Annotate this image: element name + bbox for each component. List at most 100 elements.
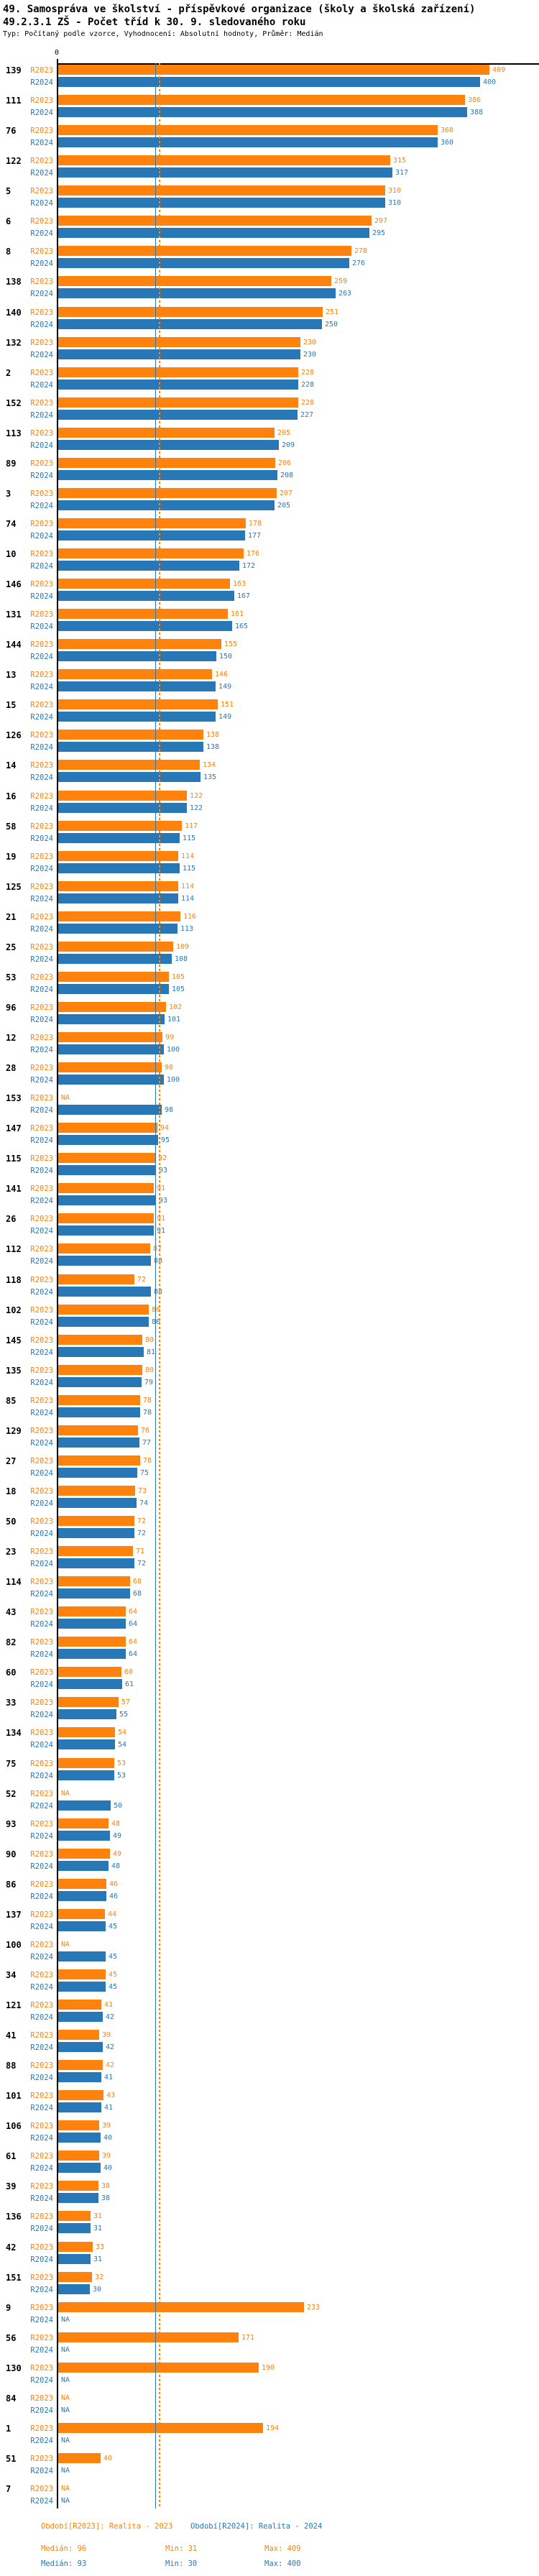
bar-value-r2024: 209 bbox=[282, 441, 295, 449]
series-label-r2023: R2023 bbox=[30, 399, 53, 408]
bar-value-r2023: 80 bbox=[145, 1336, 155, 1344]
series-label-r2024: R2024 bbox=[30, 2286, 53, 2294]
row-label: 8 bbox=[6, 247, 11, 257]
series-label-r2024: R2024 bbox=[30, 834, 53, 843]
bar-r2023 bbox=[58, 730, 203, 740]
series-label-r2023: R2023 bbox=[30, 2092, 53, 2100]
bar-value-r2023: 206 bbox=[278, 459, 292, 467]
bar-r2023 bbox=[58, 1969, 106, 1979]
series-label-r2023: R2023 bbox=[30, 1941, 53, 1949]
bar-r2023 bbox=[58, 972, 169, 982]
series-label-r2024: R2024 bbox=[30, 1197, 53, 1205]
bar-r2023 bbox=[58, 699, 218, 709]
row-label: 2 bbox=[6, 368, 11, 378]
row-label: 101 bbox=[6, 2091, 22, 2101]
bar-r2024 bbox=[58, 1377, 142, 1387]
series-label-r2024: R2024 bbox=[30, 1560, 53, 1568]
bar-value-r2024: 100 bbox=[167, 1076, 180, 1084]
bar-value-r2023: 190 bbox=[262, 2364, 275, 2372]
bar-value-r2024: 41 bbox=[104, 2104, 114, 2112]
series-label-r2024: R2024 bbox=[30, 1439, 53, 1448]
bar-value-na-r2024: NA bbox=[61, 2346, 70, 2354]
bar-r2023 bbox=[58, 1516, 134, 1526]
bar-r2024 bbox=[58, 1225, 154, 1236]
bar-r2023 bbox=[58, 639, 221, 649]
bar-value-r2024: 68 bbox=[133, 1590, 142, 1598]
series-label-r2023: R2023 bbox=[30, 973, 53, 982]
row-label: 51 bbox=[6, 2454, 17, 2464]
series-label-r2023: R2023 bbox=[30, 308, 53, 317]
series-label-r2024: R2024 bbox=[30, 1741, 53, 1749]
bar-value-r2023: 134 bbox=[203, 761, 216, 769]
bar-r2023 bbox=[58, 2363, 259, 2373]
bar-value-na-r2023: NA bbox=[61, 2394, 70, 2402]
bar-value-r2024: 400 bbox=[483, 78, 497, 86]
series-label-r2024: R2024 bbox=[30, 1318, 53, 1327]
bar-r2024 bbox=[58, 1407, 140, 1417]
series-label-r2024: R2024 bbox=[30, 1499, 53, 1508]
bar-value-r2023: 98 bbox=[165, 1064, 174, 1072]
series-label-r2023: R2023 bbox=[30, 550, 53, 558]
bar-value-r2024: 93 bbox=[159, 1197, 168, 1205]
series-label-r2024: R2024 bbox=[30, 2194, 53, 2203]
series-label-r2023: R2023 bbox=[30, 610, 53, 619]
bar-value-r2024: 295 bbox=[372, 229, 386, 237]
series-label-r2024: R2024 bbox=[30, 1076, 53, 1085]
series-label-r2024: R2024 bbox=[30, 290, 53, 298]
bar-r2024 bbox=[58, 2254, 91, 2264]
bar-value-r2023: 39 bbox=[102, 2152, 111, 2160]
series-label-r2024: R2024 bbox=[30, 351, 53, 359]
series-label-r2024: R2024 bbox=[30, 1802, 53, 1811]
bar-r2023 bbox=[58, 1849, 110, 1859]
series-label-r2024: R2024 bbox=[30, 2074, 53, 2082]
row-label: 122 bbox=[6, 156, 22, 166]
bar-r2023 bbox=[58, 2120, 99, 2130]
bar-value-r2024: 74 bbox=[139, 1499, 149, 1507]
series-label-r2024: R2024 bbox=[30, 1772, 53, 1780]
row-label: 88 bbox=[6, 2061, 17, 2071]
bar-value-r2024: 64 bbox=[129, 1620, 138, 1628]
bar-r2023 bbox=[58, 1758, 114, 1768]
bar-value-r2024: 149 bbox=[218, 713, 232, 721]
series-label-r2023: R2023 bbox=[30, 2485, 53, 2493]
row-label: 144 bbox=[6, 640, 22, 650]
row-label: 82 bbox=[6, 1637, 17, 1647]
bar-r2023 bbox=[58, 2453, 101, 2463]
bar-r2023 bbox=[58, 276, 331, 286]
bar-value-r2024: 88 bbox=[154, 1257, 162, 1265]
bar-r2024 bbox=[58, 1739, 115, 1749]
bar-value-r2024: 42 bbox=[106, 2043, 115, 2051]
bar-r2023 bbox=[58, 2150, 99, 2161]
series-label-r2024: R2024 bbox=[30, 1227, 53, 1236]
bar-r2024 bbox=[58, 258, 349, 268]
bar-value-r2023: 297 bbox=[374, 217, 388, 225]
bar-r2023 bbox=[58, 2332, 239, 2342]
bar-r2024 bbox=[58, 2193, 98, 2203]
legend-period-r2023: Období[R2023]: Realita - 2023 bbox=[41, 2522, 173, 2531]
bar-value-r2023: 151 bbox=[221, 701, 234, 709]
series-label-r2024: R2024 bbox=[30, 713, 53, 722]
bar-value-r2024: 95 bbox=[161, 1136, 170, 1144]
series-label-r2024: R2024 bbox=[30, 2346, 53, 2355]
bar-r2023 bbox=[58, 125, 438, 135]
series-label-r2023: R2023 bbox=[30, 1336, 53, 1345]
bar-value-r2023: 163 bbox=[233, 580, 247, 588]
series-label-r2023: R2023 bbox=[30, 157, 53, 165]
series-label-r2024: R2024 bbox=[30, 1167, 53, 1175]
row-label: 130 bbox=[6, 2363, 22, 2373]
bar-r2024 bbox=[58, 833, 180, 843]
bar-r2024 bbox=[58, 1195, 156, 1205]
bar-r2023 bbox=[58, 1395, 140, 1405]
series-label-r2024: R2024 bbox=[30, 865, 53, 873]
x-axis-zero-tick-label: 0 bbox=[55, 49, 60, 57]
series-label-r2023: R2023 bbox=[30, 1820, 53, 1828]
bar-r2024 bbox=[58, 1709, 116, 1719]
bar-value-r2024: 263 bbox=[338, 290, 352, 298]
series-label-r2023: R2023 bbox=[30, 1276, 53, 1284]
bar-r2023 bbox=[58, 1637, 126, 1647]
row-label: 21 bbox=[6, 912, 17, 922]
bar-r2023 bbox=[58, 669, 212, 679]
series-label-r2023: R2023 bbox=[30, 126, 53, 135]
row-label: 41 bbox=[6, 2030, 17, 2041]
